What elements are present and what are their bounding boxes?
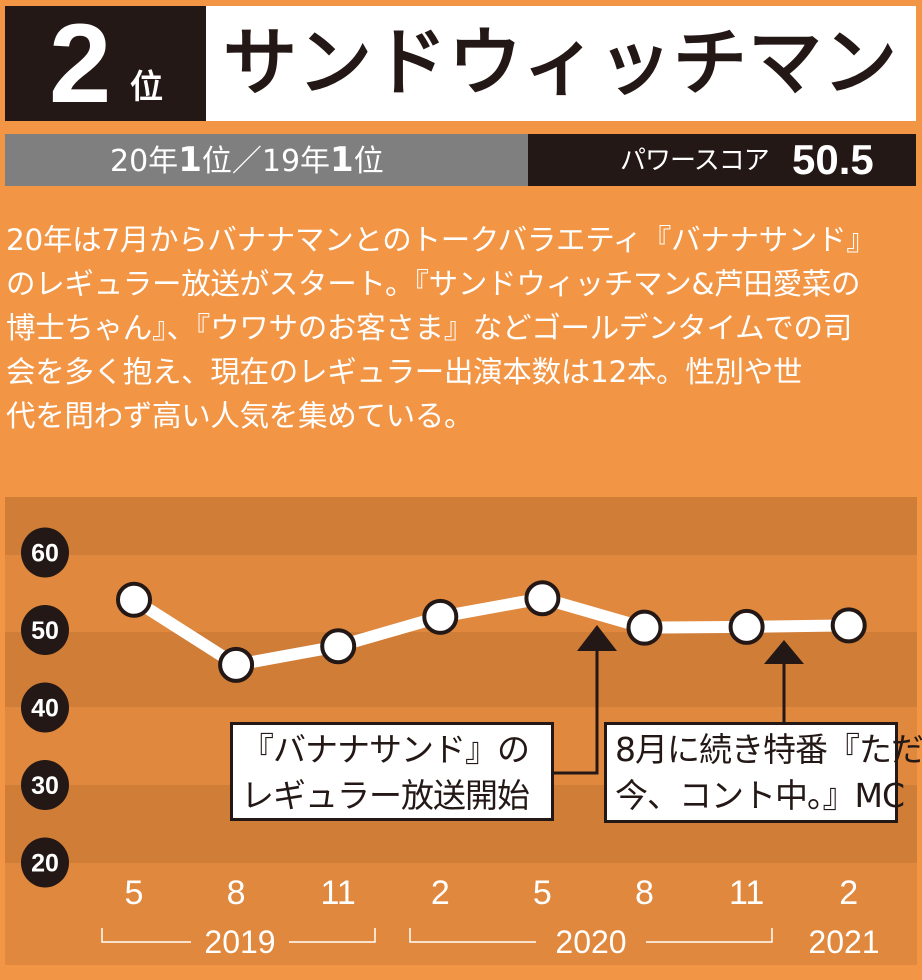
rank-badge: 2 位 xyxy=(5,1,206,126)
previous-ranks-bar: 20年1位／19年1位 xyxy=(5,134,528,186)
y-tick-label: 50 xyxy=(31,617,59,645)
year-label: 2020 xyxy=(555,924,627,960)
x-tick-label: 2 xyxy=(430,874,450,912)
year-bracket xyxy=(101,928,191,943)
year-label: 2021 xyxy=(808,924,880,960)
grid-band xyxy=(5,497,917,555)
annotation-text: 『バナナサンド』の xyxy=(241,730,530,769)
power-score-value: 50.5 xyxy=(792,136,874,183)
year-bracket xyxy=(646,928,773,943)
chart-plot: 60 50 40 30 20 xyxy=(5,497,917,965)
rank-suffix: 位 xyxy=(130,67,163,106)
description-line: 会を多く抱え、現在のレギュラー出演本数は12本。性別や世 xyxy=(6,355,803,389)
rank-number: 2 xyxy=(49,1,111,126)
previous-ranks: 20年1位／19年1位 xyxy=(110,140,384,180)
data-point xyxy=(626,609,663,646)
annotation-box-2: 8月に続き特番『ただ 今、コント中。』MC xyxy=(604,722,922,823)
year-bracket xyxy=(409,928,536,943)
year-bracket xyxy=(289,928,376,943)
data-point xyxy=(320,628,357,665)
grid-band xyxy=(5,632,917,707)
y-tick-label: 30 xyxy=(31,772,59,800)
x-tick-label: 5 xyxy=(124,874,144,912)
description-line: 博士ちゃん』、『ウワサのお客さま』などゴールデンタイムでの司 xyxy=(6,311,852,345)
data-point xyxy=(422,598,459,635)
data-point xyxy=(218,646,255,683)
data-point xyxy=(830,607,867,644)
y-tick-badge xyxy=(21,527,69,578)
power-score-bar: パワースコア 50.5 xyxy=(528,134,916,186)
x-tick-label: 5 xyxy=(532,874,552,912)
y-tick-label: 60 xyxy=(31,540,59,568)
y-tick-label: 20 xyxy=(31,850,59,878)
title-box: サンドウィッチマン xyxy=(206,6,916,121)
power-score-label: パワースコア xyxy=(620,146,770,176)
description-line: 代を問わず高い人気を集めている。 xyxy=(6,399,474,433)
annotation-text: レギュラー放送開始 xyxy=(241,776,530,815)
data-point xyxy=(728,608,765,645)
annotation-text: 今、コント中。』MC xyxy=(615,776,905,815)
page-title: サンドウィッチマン xyxy=(223,20,898,106)
y-tick-label: 40 xyxy=(31,695,59,723)
annotation-connector xyxy=(554,634,599,775)
x-tick-label: 11 xyxy=(728,874,765,912)
y-tick-badge xyxy=(21,760,69,810)
annotation-text: 8月に続き特番『ただ xyxy=(615,730,922,769)
x-tick-label: 11 xyxy=(320,874,356,912)
arrow-up-icon xyxy=(764,640,804,664)
data-point xyxy=(524,580,561,617)
y-tick-badge xyxy=(21,682,69,733)
year-label: 2019 xyxy=(204,924,276,960)
grid-band xyxy=(5,863,917,965)
description-line: のレギュラー放送がスタート。『サンドウィッチマン&芦田愛菜の xyxy=(6,267,861,301)
x-tick-label: 2 xyxy=(839,874,859,912)
description-line: 20年は7月からバナナマンとのトークバラエティ『バナナサンド』 xyxy=(6,223,876,257)
y-tick-badge xyxy=(21,837,69,888)
annotation-box-1: 『バナナサンド』の レギュラー放送開始 xyxy=(230,722,554,821)
y-tick-badge xyxy=(21,605,69,655)
x-tick-label: 8 xyxy=(226,874,246,912)
description: 20年は7月からバナナマンとのトークバラエティ『バナナサンド』 のレギュラー放送… xyxy=(6,218,918,438)
x-tick-label: 8 xyxy=(635,874,654,912)
arrow-up-icon xyxy=(577,625,617,651)
line-chart: 60 50 40 30 20 『バナナサンド』の レギュラー放送開始 8月に続き特番『た… xyxy=(5,497,922,965)
data-point xyxy=(116,581,152,618)
